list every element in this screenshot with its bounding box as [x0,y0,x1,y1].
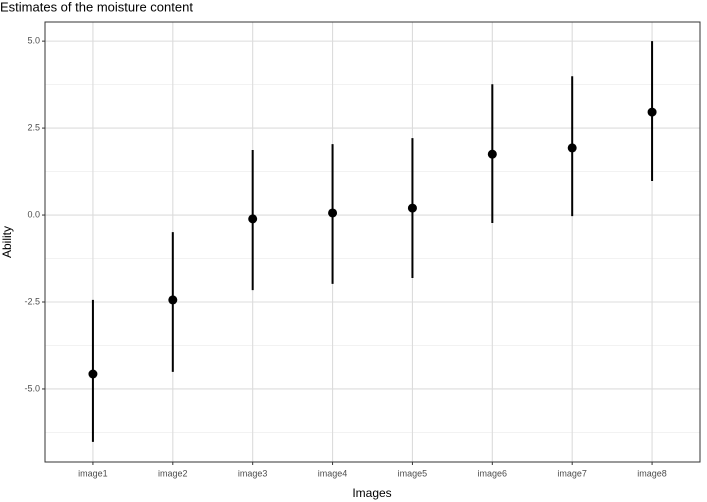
y-tick-label: 0.0 [27,209,40,219]
y-tick-label: -2.5 [24,296,40,306]
x-tick-label: image2 [158,468,188,478]
point [647,107,657,117]
point [567,143,577,153]
x-tick-label: image4 [318,468,348,478]
point [168,295,178,305]
x-tick-label: image3 [238,468,268,478]
point [248,214,258,224]
y-tick-label: -5.0 [24,383,40,393]
x-axis-label: Images [352,486,391,500]
y-tick-label: 5.0 [27,36,40,46]
x-tick-label: image5 [398,468,428,478]
point [328,208,338,218]
x-tick-label: image1 [78,468,108,478]
x-tick-label: image6 [478,468,508,478]
y-axis-label: Ability [0,226,14,258]
y-tick-label: 2.5 [27,122,40,132]
point [407,203,417,213]
x-tick-label: image8 [637,468,667,478]
point [88,369,98,379]
chart-title: Estimates of the moisture content [0,0,193,14]
panel-border [44,21,701,463]
x-tick-label: image7 [557,468,587,478]
point [487,149,497,159]
